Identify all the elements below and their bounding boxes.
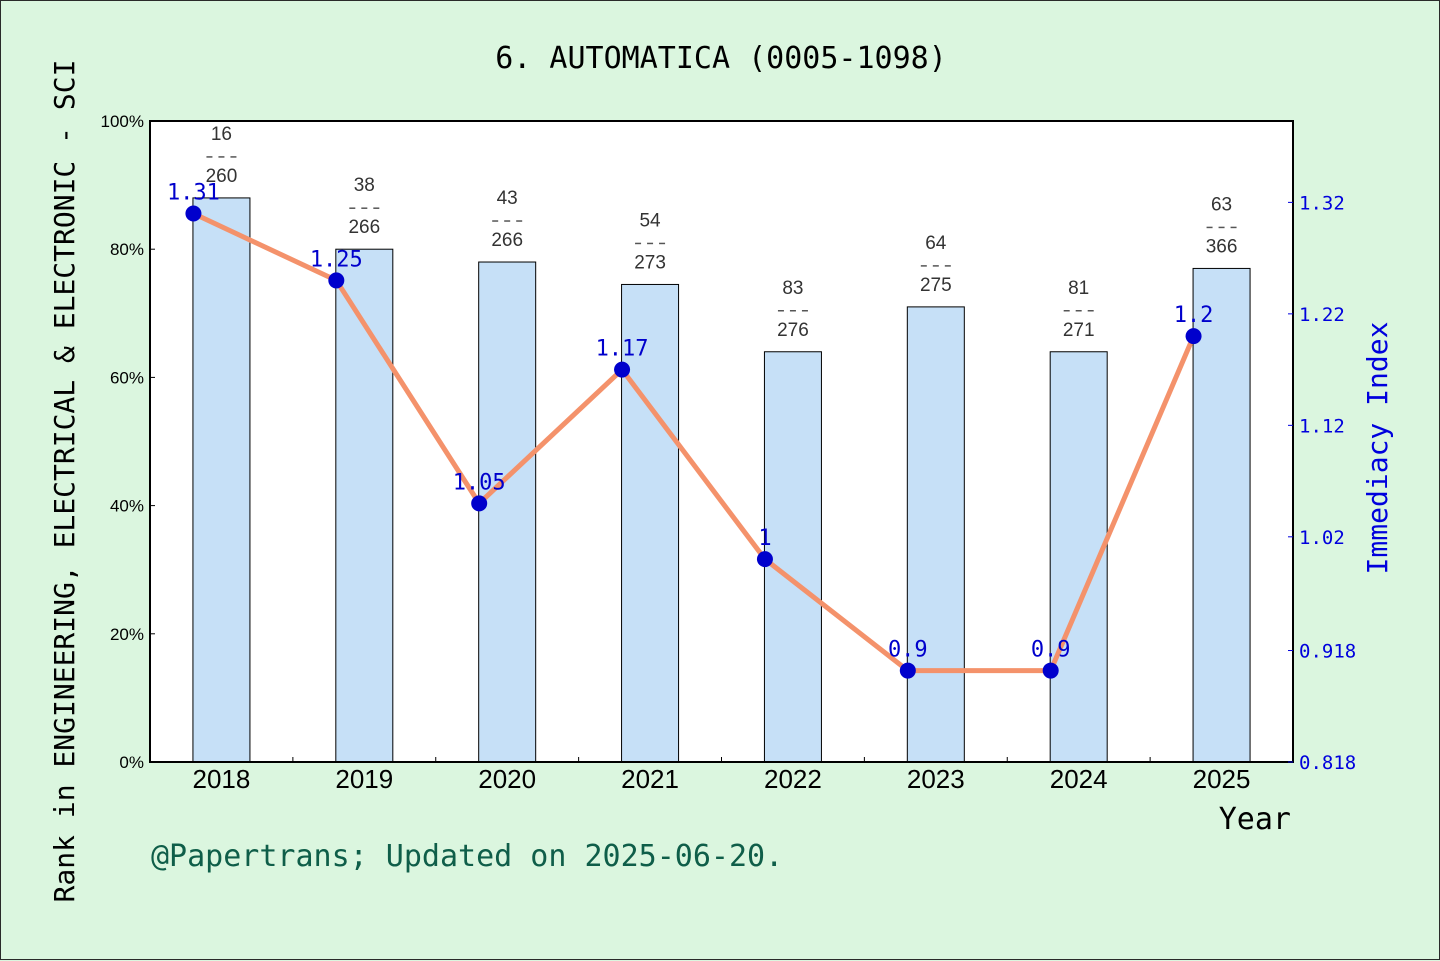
labels-layer: 260 16 266 38 266 43 273 54 276 83 275 64 271 81 366 63…	[167, 124, 1237, 679]
x-axis-label: Year	[1219, 802, 1291, 837]
x-tick-label: 2020	[478, 764, 536, 794]
immediacy-value-label: 0.9	[888, 638, 928, 663]
bar-total-label: 276	[777, 320, 809, 341]
x-tick-label: 2023	[907, 764, 965, 794]
y-axis-left-label: Rank in ENGINEERING, ELECTRICAL & ELECTR…	[48, 60, 81, 903]
bar-2019	[335, 248, 394, 763]
bar-rank-label: 16	[211, 124, 232, 145]
immediacy-value-label: 1	[758, 526, 771, 551]
bar-total-label: 266	[348, 217, 380, 238]
bar-rank-label: 38	[354, 175, 375, 196]
y-left-tick-label: 40%	[110, 497, 144, 516]
bar-total-label: 266	[491, 230, 523, 251]
axes-layer: 0%20%40%60%80%100%0.8180.9181.021.121.22…	[101, 112, 1357, 794]
bar-2021	[621, 283, 680, 763]
bar-rank-label: 63	[1211, 194, 1232, 215]
bar-2022	[763, 351, 822, 763]
x-tick-label: 2024	[1050, 764, 1108, 794]
bar-rank-label: 64	[925, 233, 947, 254]
bar-total-label: 275	[920, 275, 952, 296]
point-2025	[1185, 328, 1202, 345]
x-tick-label: 2025	[1193, 764, 1251, 794]
immediacy-value-label: 1.2	[1174, 303, 1214, 328]
bar-2018	[192, 197, 251, 763]
y-right-tick-label: 0.918	[1299, 641, 1356, 663]
chart-title: 6. AUTOMATICA (0005-1098)	[495, 41, 947, 76]
bar-total-label: 366	[1206, 236, 1238, 257]
immediacy-value-label: 1.17	[596, 337, 649, 362]
immediacy-value-label: 0.9	[1031, 638, 1071, 663]
bar-rank-label: 81	[1068, 278, 1089, 299]
plot-area	[150, 121, 1293, 762]
y-left-tick-label: 80%	[110, 240, 144, 259]
bar-2020	[478, 261, 537, 763]
y-left-tick-label: 20%	[110, 625, 144, 644]
immediacy-index-line	[192, 211, 1196, 674]
x-tick-label: 2018	[193, 764, 251, 794]
bar-rank-label: 43	[497, 188, 518, 209]
line-layer	[192, 211, 1196, 674]
y-right-tick-label: 1.02	[1299, 527, 1345, 549]
point-2018	[185, 205, 202, 222]
point-2023	[899, 662, 916, 679]
y-left-tick-label: 60%	[110, 368, 144, 387]
x-tick-label: 2022	[764, 764, 822, 794]
y-axis-right-label: Immediacy Index	[1361, 322, 1394, 575]
point-2020	[471, 495, 488, 512]
x-tick-label: 2019	[335, 764, 393, 794]
bar-2023	[906, 306, 965, 763]
y-right-tick-label: 1.12	[1299, 415, 1345, 437]
bar-total-label: 271	[1063, 320, 1095, 341]
bar-total-label: 260	[206, 166, 238, 187]
point-2021	[614, 361, 631, 378]
y-right-tick-label: 1.22	[1299, 304, 1345, 326]
y-right-tick-label: 1.32	[1299, 192, 1345, 214]
point-2022	[756, 551, 773, 568]
point-2019	[328, 272, 345, 289]
immediacy-value-label: 1.05	[453, 470, 506, 495]
immediacy-value-label: 1.31	[167, 181, 220, 206]
immediacy-value-label: 1.25	[310, 247, 363, 272]
bar-rank-label: 54	[639, 210, 661, 231]
x-tick-label: 2021	[621, 764, 679, 794]
y-right-tick-label: 0.818	[1299, 752, 1356, 774]
bar-2025	[1192, 267, 1251, 763]
bar-total-label: 273	[634, 252, 666, 273]
bar-rank-label: 83	[782, 278, 803, 299]
y-left-tick-label: 0%	[119, 753, 144, 772]
y-left-tick-label: 100%	[101, 112, 144, 131]
point-2024	[1042, 662, 1059, 679]
bars-layer	[192, 197, 1251, 763]
credit-text: @Papertrans; Updated on 2025-06-20.	[151, 839, 783, 874]
